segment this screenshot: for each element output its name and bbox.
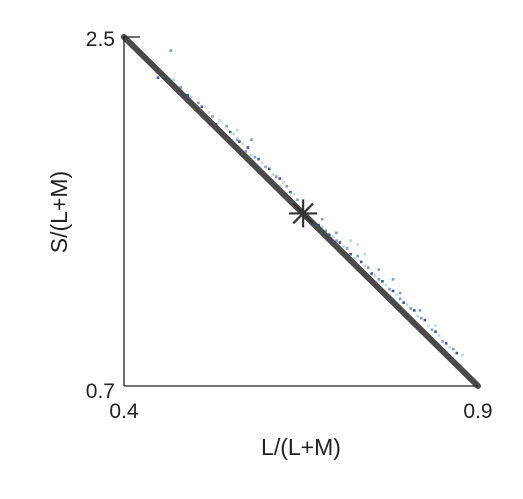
y-axis-label: S/(L+M) <box>46 171 72 253</box>
data-point <box>441 340 444 343</box>
data-point <box>418 309 422 312</box>
data-point <box>377 268 381 271</box>
data-point <box>427 324 430 328</box>
data-point <box>246 146 250 149</box>
data-point <box>169 49 173 52</box>
data-point <box>282 181 285 184</box>
data-point <box>349 239 352 242</box>
data-point <box>232 132 236 136</box>
data-point <box>274 175 278 178</box>
data-point <box>324 229 328 233</box>
y-tick-label-min: 0.7 <box>86 380 115 403</box>
data-point <box>363 264 367 268</box>
data-point <box>320 225 324 229</box>
data-point <box>356 254 359 258</box>
data-point <box>253 155 257 159</box>
data-point <box>189 95 193 99</box>
data-point <box>211 115 214 118</box>
data-point <box>200 105 204 109</box>
y-tick-label-max: 2.5 <box>86 28 115 51</box>
data-point <box>278 177 282 180</box>
data-point <box>461 353 464 357</box>
data-point <box>250 138 253 142</box>
data-point <box>179 86 182 89</box>
data-point <box>335 231 338 235</box>
data-point <box>391 289 395 293</box>
data-point <box>388 287 391 291</box>
data-point <box>398 297 402 301</box>
data-point <box>271 173 274 176</box>
data-point <box>289 190 292 194</box>
data-point <box>320 217 324 221</box>
data-point <box>218 119 221 122</box>
data-point <box>405 303 409 306</box>
data-point <box>278 184 282 188</box>
data-point <box>409 307 413 310</box>
data-point <box>420 316 423 320</box>
data-point <box>228 130 232 134</box>
data-point <box>197 101 200 105</box>
data-point <box>434 330 437 334</box>
data-point <box>434 324 437 328</box>
data-point <box>235 128 239 132</box>
data-point <box>444 342 448 345</box>
data-point <box>172 78 175 81</box>
data-point <box>267 167 271 171</box>
data-point <box>257 157 260 161</box>
data-point <box>359 260 363 264</box>
data-point <box>455 351 459 355</box>
data-point <box>448 345 451 349</box>
data-point <box>356 243 359 246</box>
scatter-points <box>154 49 464 357</box>
data-point <box>366 266 370 270</box>
data-point <box>285 184 289 188</box>
data-point <box>207 111 211 114</box>
data-point <box>412 309 416 312</box>
data-point <box>352 256 356 260</box>
data-point <box>156 76 160 80</box>
data-point <box>374 274 377 277</box>
data-point <box>451 347 455 351</box>
data-point <box>384 283 388 287</box>
data-point <box>260 161 264 165</box>
asterisk-marker <box>289 199 318 228</box>
data-point <box>328 233 331 237</box>
data-point <box>331 235 335 239</box>
data-point <box>238 140 241 143</box>
data-point <box>377 278 381 281</box>
data-point <box>225 124 228 128</box>
asterisk-stroke <box>292 202 314 225</box>
data-point <box>430 328 434 332</box>
data-point <box>235 138 239 142</box>
x-tick-label-min: 0.4 <box>109 400 139 423</box>
data-point <box>437 334 441 337</box>
data-point <box>363 252 367 256</box>
data-point <box>391 278 395 281</box>
data-point <box>370 272 374 275</box>
data-point <box>244 150 248 153</box>
data-point <box>398 291 402 295</box>
data-point <box>338 241 342 244</box>
data-point <box>264 165 267 169</box>
data-point <box>296 198 299 202</box>
x-axis-label: L/(L+M) <box>261 434 341 460</box>
data-point <box>186 93 190 97</box>
data-point <box>423 318 427 322</box>
data-point <box>402 301 405 304</box>
data-point <box>250 153 253 157</box>
data-point <box>381 280 384 283</box>
data-point <box>292 192 296 196</box>
data-point <box>241 142 245 145</box>
data-point <box>342 245 345 248</box>
data-point <box>416 314 420 318</box>
x-tick-label-max: 0.9 <box>463 400 492 423</box>
data-point <box>345 247 349 250</box>
data-point <box>349 252 352 256</box>
data-point <box>395 293 398 297</box>
data-point <box>335 239 338 242</box>
